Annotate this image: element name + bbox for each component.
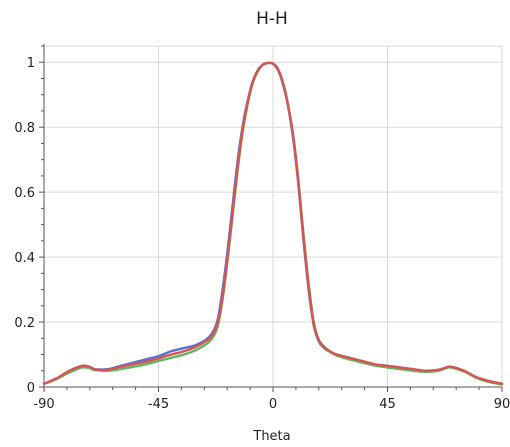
y-tick-label: 0.2 [14, 316, 35, 331]
series-lines [42, 61, 504, 386]
y-tick-label: 0.4 [14, 251, 35, 266]
x-tick-label: -45 [148, 397, 169, 412]
x-tick-label: 45 [379, 397, 396, 412]
x-axis-title: Theta [252, 429, 290, 444]
y-tick-label: 0 [27, 381, 35, 396]
chart-title: H-H [256, 9, 288, 29]
x-tick-label: 90 [494, 397, 510, 412]
axes [39, 44, 503, 392]
grid [43, 45, 503, 388]
tick-labels: 0 0.2 0.4 0.6 0.8 1 -90 -45 0 45 90 [14, 56, 510, 412]
x-tick-label: 0 [269, 397, 277, 412]
y-tick-label: 0.6 [14, 186, 35, 201]
x-tick-label: -90 [33, 397, 54, 412]
series-line-red [42, 61, 504, 385]
y-tick-label: 0.8 [14, 121, 35, 136]
y-tick-label: 1 [27, 56, 35, 71]
